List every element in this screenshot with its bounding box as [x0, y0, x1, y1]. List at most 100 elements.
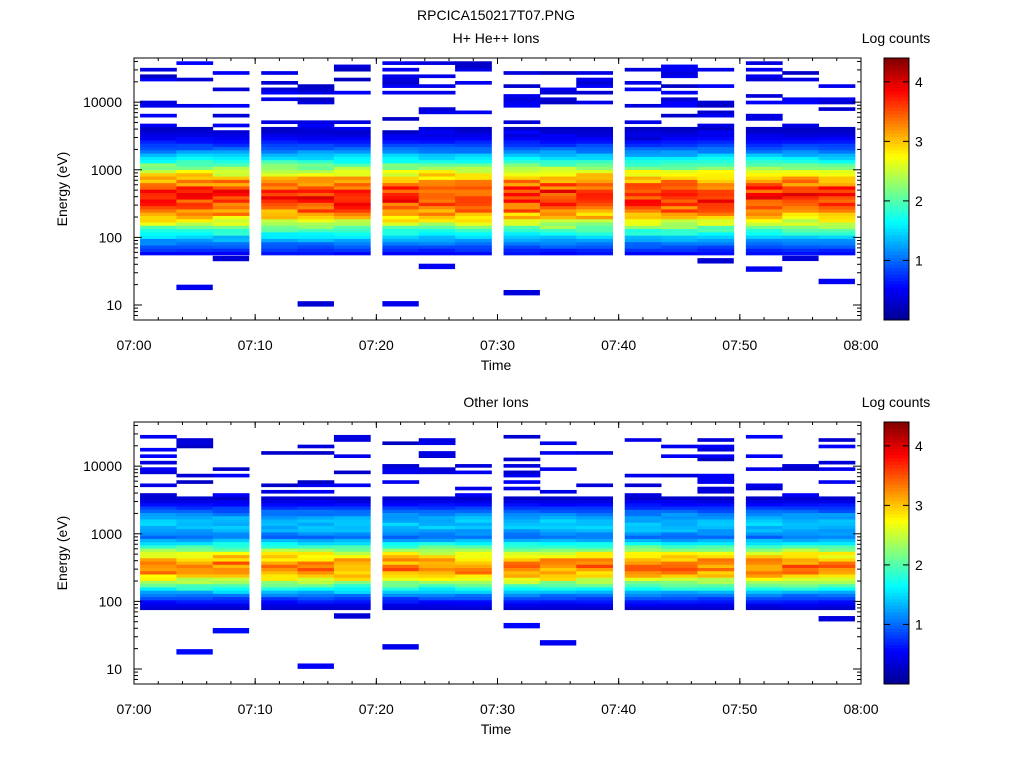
heatmap-cell: [382, 496, 420, 501]
heatmap-cell: [333, 599, 371, 604]
heatmap-cell: [624, 596, 662, 601]
heatmap-cell: [697, 156, 735, 161]
heatmap-cell: [697, 238, 735, 243]
colorbar-segment: [884, 575, 909, 580]
heatmap-cell: [140, 447, 177, 452]
heatmap-cell: [539, 202, 577, 207]
heatmap-cell: [261, 120, 298, 125]
heatmap-cell: [455, 192, 492, 197]
heatmap-cell: [418, 140, 456, 144]
heatmap-cell: [382, 301, 419, 307]
heatmap-cell: [782, 208, 819, 213]
heatmap-cell: [140, 186, 177, 190]
colorbar-segment: [884, 277, 909, 282]
heatmap-cell: [624, 169, 662, 174]
heatmap-cell: [624, 583, 662, 588]
heatmap-cell: [576, 215, 614, 220]
colorbar-segment: [884, 553, 909, 557]
heatmap-cell: [745, 186, 783, 190]
heatmap-cell: [624, 519, 662, 523]
heatmap-cell: [503, 120, 541, 125]
heatmap-cell: [176, 603, 214, 607]
heatmap-cell: [818, 509, 856, 514]
heatmap-cell: [745, 570, 783, 575]
heatmap-cell: [576, 186, 614, 190]
heatmap-cell: [503, 251, 541, 256]
heatmap-cell: [576, 561, 614, 565]
heatmap-cell: [539, 212, 577, 216]
heatmap-cell: [503, 590, 541, 594]
x-ticks: 07:00 07:10 07:20 07:30 07:40 07:50 08:00: [116, 422, 879, 717]
heatmap-cell: [745, 149, 783, 154]
heatmap-cell: [212, 113, 250, 118]
heatmap-cell: [697, 208, 735, 213]
heatmap-cell: [576, 195, 614, 200]
x-tick-label: 07:10: [238, 701, 273, 717]
heatmap-cell: [418, 205, 456, 210]
heatmap-cell: [140, 228, 177, 233]
heatmap-cell: [176, 548, 214, 552]
heatmap-cell: [333, 146, 371, 151]
heatmap-cell: [297, 100, 335, 105]
heatmap-cell: [212, 499, 250, 504]
heatmap-cell: [176, 133, 214, 138]
heatmap-cell: [418, 548, 456, 552]
heatmap-cell: [539, 496, 577, 501]
heatmap-cell: [661, 133, 698, 138]
colorbar-segment: [884, 477, 909, 482]
heatmap-cell: [539, 593, 577, 598]
heatmap-cell: [297, 153, 335, 157]
heatmap-cell: [333, 567, 371, 572]
heatmap-cell: [212, 603, 250, 607]
heatmap-cell: [333, 153, 371, 157]
heatmap-cell: [212, 564, 250, 569]
heatmap-cell: [576, 541, 614, 546]
heatmap-cell: [333, 159, 371, 164]
heatmap-cell: [539, 603, 577, 607]
heatmap-cell: [782, 515, 819, 520]
heatmap-cell: [697, 599, 735, 604]
colorbar-segment: [884, 300, 909, 305]
heatmap-cell: [212, 87, 250, 92]
heatmap-cell: [539, 199, 577, 203]
heatmap-cell: [745, 77, 783, 82]
heatmap-cell: [782, 205, 819, 210]
heatmap-cell: [418, 130, 456, 134]
heatmap-cell: [140, 235, 177, 239]
heatmap-cell: [382, 644, 419, 650]
heatmap-cell: [818, 215, 856, 220]
colorbar-segment: [884, 631, 909, 636]
heatmap-cell: [661, 195, 698, 200]
heatmap-cell: [261, 202, 298, 207]
heatmap-cell: [818, 143, 856, 148]
heatmap-cell: [297, 528, 335, 533]
heatmap-cell: [418, 248, 456, 253]
colorbar-segment: [884, 74, 909, 79]
heatmap-cell: [818, 593, 856, 598]
colorbar-segment: [884, 126, 909, 131]
heatmap-cell: [539, 587, 577, 591]
colorbar-segment: [884, 270, 909, 275]
heatmap-cell: [782, 544, 819, 549]
heatmap-cell: [576, 599, 614, 604]
heatmap-cell: [140, 493, 177, 497]
heatmap-cell: [176, 172, 214, 177]
heatmap-cell: [212, 153, 250, 157]
heatmap-cell: [176, 225, 214, 230]
heatmap-cell: [382, 548, 420, 552]
heatmap-cell: [624, 493, 662, 497]
colorbar-segment: [884, 654, 909, 659]
colorbar-segment: [884, 202, 909, 206]
colorbar-segment: [884, 480, 909, 485]
heatmap-cell: [176, 519, 214, 523]
heatmap-cell: [661, 74, 698, 79]
heatmap-cell: [745, 593, 783, 598]
heatmap-cell: [624, 561, 662, 565]
heatmap-cell: [261, 166, 298, 170]
heatmap-cell: [576, 136, 614, 141]
heatmap-cell: [212, 528, 250, 533]
heatmap-cell: [297, 593, 335, 598]
heatmap-cell: [697, 153, 735, 157]
heatmap-cell: [212, 467, 250, 471]
